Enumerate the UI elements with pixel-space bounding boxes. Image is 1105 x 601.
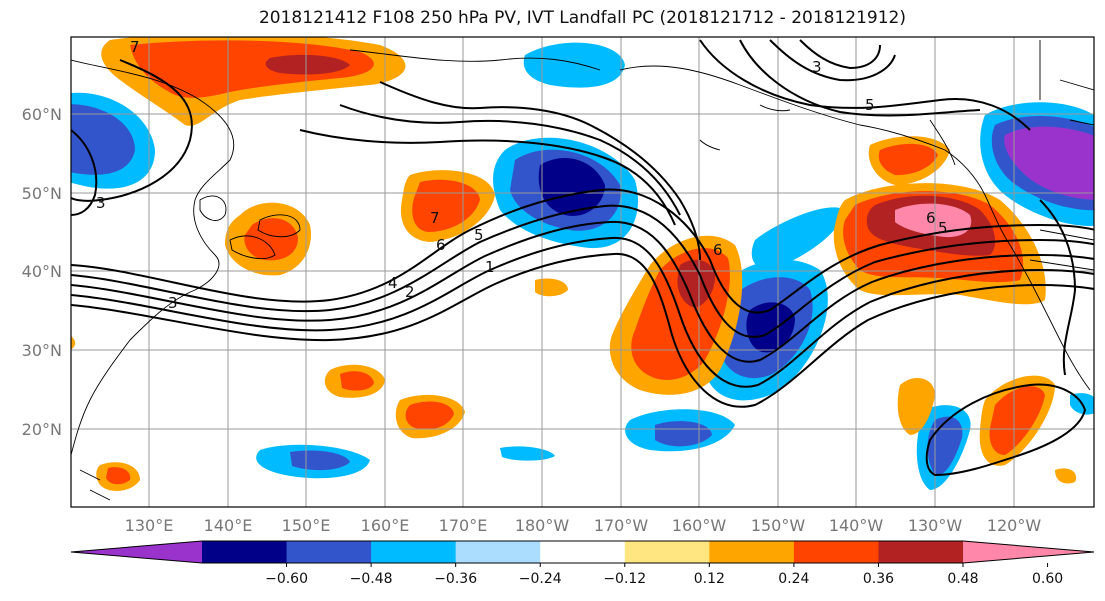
negative-region-west <box>71 92 155 189</box>
shaded-anomalies <box>71 37 1094 492</box>
colorbar-segment <box>878 541 964 563</box>
contour-label: 5 <box>474 226 484 244</box>
lon-label: 140°E <box>204 516 253 535</box>
colorbar-tick-label: 0.24 <box>778 571 809 587</box>
contour-label: 6 <box>926 209 936 227</box>
lat-label: 60°N <box>22 105 62 124</box>
colorbar-segment <box>286 541 372 563</box>
latitude-labels: 60°N 50°N 40°N 30°N 20°N <box>22 105 62 439</box>
lon-label: 130°W <box>908 516 963 535</box>
colorbar-segment <box>371 541 457 563</box>
colorbar-segment <box>202 541 288 563</box>
contour-label: 6 <box>436 236 446 254</box>
map-frame <box>70 36 1095 508</box>
longitude-labels: 130°E 140°E 150°E 160°E 170°E 180°W 170°… <box>125 516 1042 535</box>
contour-label: 3 <box>812 58 822 76</box>
positive-region-central <box>96 278 568 492</box>
contour-label: 3 <box>168 294 178 312</box>
negative-region-dateline <box>493 137 638 249</box>
colorbar-tick-label: 0.48 <box>947 571 978 587</box>
lat-label: 50°N <box>22 184 62 203</box>
contour-label: 2 <box>405 283 415 301</box>
lat-label: 30°N <box>22 341 62 360</box>
negative-region-east-pacific <box>625 207 845 452</box>
lon-label: 180°W <box>515 516 570 535</box>
lon-label: 160°E <box>361 516 410 535</box>
positive-region-northwest <box>71 37 406 350</box>
lon-label: 120°W <box>987 516 1042 535</box>
contour-label: 4 <box>388 274 398 292</box>
colorbar-tick-label: 0.12 <box>694 571 725 587</box>
colorbar-segment <box>793 541 879 563</box>
lon-label: 170°W <box>594 516 649 535</box>
map-title: 2018121412 F108 250 hPa PV, IVT Landfall… <box>258 8 906 28</box>
colorbar-tick-label: −0.12 <box>603 571 646 587</box>
positive-region-japan <box>225 170 495 276</box>
contour-label: 5 <box>865 96 875 114</box>
colorbar-outline <box>70 540 1095 564</box>
lon-label: 170°E <box>439 516 488 535</box>
colorbar-tick-label: 0.60 <box>1032 571 1063 587</box>
colorbar-extend-min <box>71 541 202 563</box>
lon-label: 150°E <box>282 516 331 535</box>
contour-label: 7 <box>430 209 440 227</box>
pv-contours <box>71 39 1094 477</box>
coastlines <box>71 40 1094 501</box>
lat-label: 40°N <box>22 262 62 281</box>
colorbar-segment <box>624 541 710 563</box>
contour-label: 3 <box>96 194 106 212</box>
colorbar-tick-label: 0.36 <box>863 571 894 587</box>
contour-label: 1 <box>485 258 495 276</box>
contour-label: 5 <box>938 219 948 237</box>
lon-label: 140°W <box>829 516 884 535</box>
colorbar-tick-label: −0.36 <box>434 571 477 587</box>
colorbar-tick-label: −0.60 <box>265 571 308 587</box>
colorbar-tick-label: −0.48 <box>350 571 393 587</box>
lat-label: 20°N <box>22 420 62 439</box>
colorbar-segment <box>540 541 626 563</box>
negative-region-south <box>256 444 555 479</box>
colorbar-tick-label: −0.24 <box>519 571 562 587</box>
negative-region-north <box>523 42 625 88</box>
contour-label: 6 <box>713 241 723 259</box>
lon-label: 150°W <box>751 516 806 535</box>
positive-region-southeast <box>897 375 1077 484</box>
contour-label: 7 <box>130 38 140 56</box>
lon-label: 160°W <box>672 516 727 535</box>
lon-label: 130°E <box>125 516 174 535</box>
colorbar-segment <box>455 541 541 563</box>
colorbar: −0.60 −0.48 −0.36 −0.24 −0.12 0.12 0.24 0.36 0.4… <box>70 540 1095 587</box>
colorbar-extend-max <box>963 541 1094 563</box>
colorbar-segment <box>709 541 795 563</box>
